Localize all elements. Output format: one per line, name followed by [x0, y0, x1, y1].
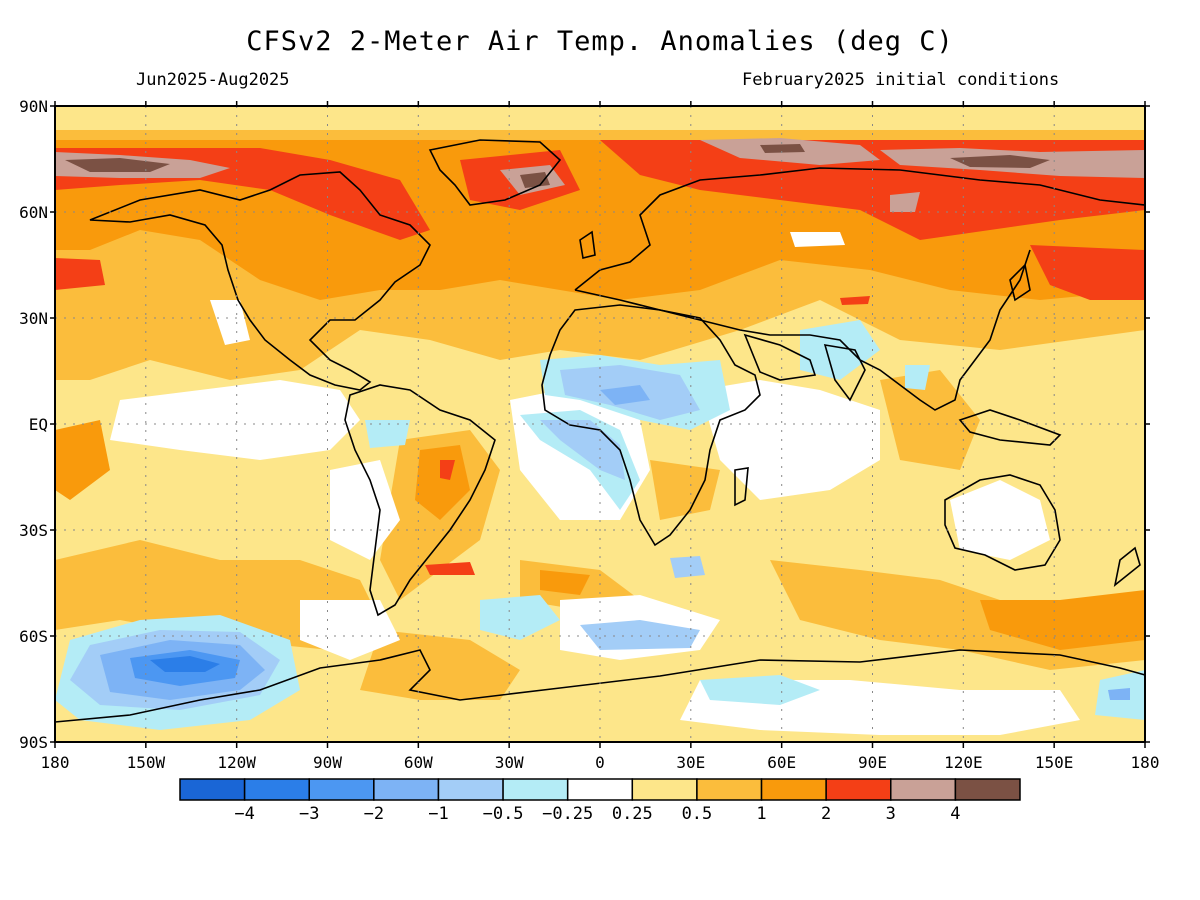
longitude-label: 30E	[676, 753, 705, 772]
latitude-label: 60N	[19, 203, 48, 222]
longitude-label: 60W	[404, 753, 433, 772]
legend-swatch	[437, 778, 504, 801]
map-title: CFSv2 2-Meter Air Temp. Anomalies (deg C…	[246, 26, 954, 57]
latitude-labels: 90N 60N 30N EQ 30S 60S 90S	[19, 97, 48, 752]
longitude-label: 180	[1131, 753, 1160, 772]
legend-swatch	[373, 778, 440, 801]
grid-lines	[55, 106, 1145, 742]
legend-swatch	[890, 778, 957, 801]
legend-swatch	[954, 778, 1021, 801]
longitude-label: 60E	[767, 753, 796, 772]
legend-swatch	[825, 778, 892, 801]
longitude-label: 180	[41, 753, 70, 772]
legend-swatch	[566, 778, 634, 801]
legend-label: −1	[428, 804, 448, 824]
coastlines	[55, 139, 1145, 723]
legend-swatch	[502, 778, 569, 801]
latitude-label: EQ	[29, 415, 48, 434]
latitude-label: 90S	[19, 733, 48, 752]
latitude-label: 90N	[19, 97, 48, 116]
forecast-period: Jun2025-Aug2025	[136, 70, 290, 90]
longitude-label: 150E	[1035, 753, 1074, 772]
latitude-label: 30N	[19, 309, 48, 328]
legend-label: 0.25	[612, 804, 653, 824]
extreme-regions	[65, 144, 1050, 188]
legend-label: 0.5	[682, 804, 713, 824]
longitude-label: 0	[595, 753, 605, 772]
longitude-label: 120W	[217, 753, 256, 772]
legend-swatch	[696, 778, 763, 801]
legend-label: 4	[950, 804, 960, 824]
legend-label: −0.25	[542, 804, 593, 824]
legend-label: −2	[364, 804, 384, 824]
legend-label: 1	[756, 804, 766, 824]
longitude-label: 90W	[313, 753, 342, 772]
longitude-label: 30W	[495, 753, 524, 772]
legend-label: −3	[299, 804, 319, 824]
legend-label: −0.5	[483, 804, 524, 824]
longitude-label: 90E	[858, 753, 887, 772]
longitude-labels: 180 150W 120W 90W 60W 30W 0 30E 60E 90E 120E 150E 18…	[41, 753, 1160, 772]
longitude-label: 150W	[127, 753, 166, 772]
anomaly-field	[55, 106, 1145, 742]
coldest-regions	[150, 656, 220, 672]
initial-conditions: February2025 initial conditions	[742, 70, 1060, 90]
legend-swatch	[760, 778, 827, 801]
longitude-label: 120E	[944, 753, 983, 772]
legend-swatch	[631, 778, 698, 801]
axis-ticks	[50, 101, 1150, 748]
legend-swatch	[243, 778, 310, 801]
latitude-label: 60S	[19, 627, 48, 646]
latitude-label: 30S	[19, 521, 48, 540]
legend-label: 2	[821, 804, 831, 824]
legend-swatch	[179, 778, 246, 801]
legend-swatch	[308, 778, 375, 801]
color-legend: −4 −3 −2 −1 −0.5 −0.25 0.25 0.5 1 2 3 4	[179, 778, 1021, 824]
legend-label: −4	[234, 804, 254, 824]
legend-label: 3	[886, 804, 896, 824]
